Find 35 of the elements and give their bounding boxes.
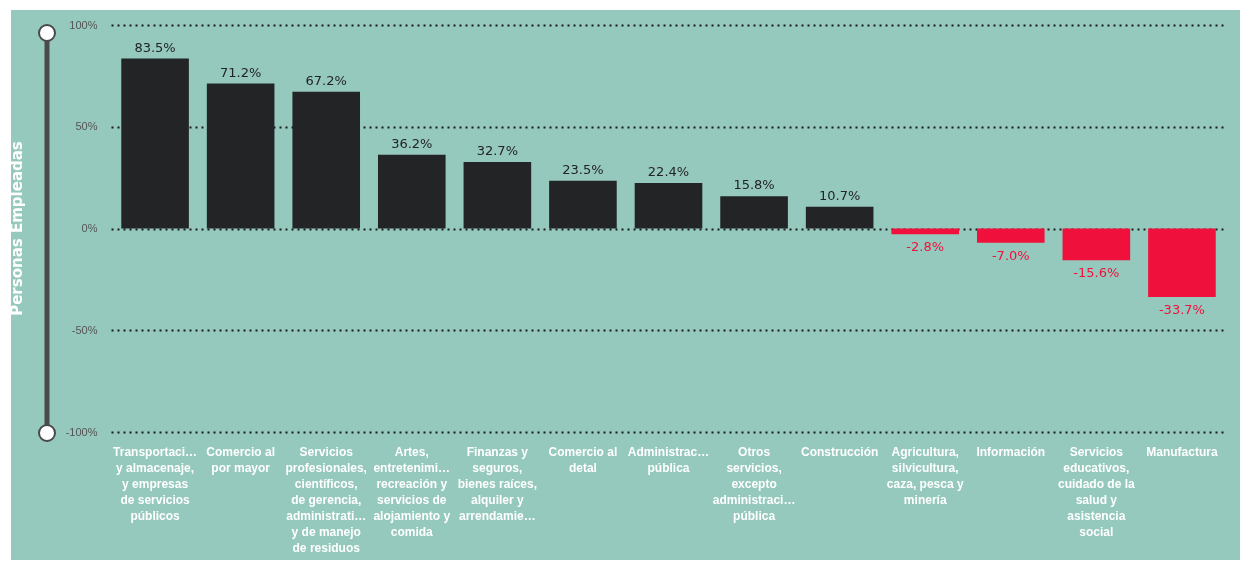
- x-tick-label: Servicios profesionales, científicos, de gerencia, administrati… y de manejo de residuos: [285, 444, 367, 555]
- x-tick-label: Otros servicios, excepto administraci… pública: [712, 444, 796, 523]
- data-label: 15.8%: [733, 177, 775, 193]
- y-axis-title: Personas Empleadas: [7, 141, 26, 316]
- y-tick-label: -100%: [65, 425, 98, 438]
- bar: [1148, 228, 1216, 298]
- x-tick-label: Información: [976, 444, 1046, 459]
- y-tick-label: 100%: [69, 18, 98, 31]
- x-tick-label: Transportaci… y almacenaje, y empresas de servicios públicos: [113, 444, 198, 523]
- x-tick-label: Comercio al por mayor: [206, 444, 275, 475]
- data-label: 23.5%: [562, 161, 604, 177]
- data-label: 67.2%: [305, 72, 347, 88]
- x-tick-label: Administrac… pública: [627, 444, 710, 475]
- y-tick-label: 50%: [75, 120, 98, 133]
- bar: [976, 228, 1045, 243]
- y-tick-label: -50%: [71, 323, 98, 336]
- data-label: 83.5%: [134, 39, 176, 55]
- data-label: 22.4%: [647, 163, 690, 179]
- data-label: -15.6%: [1073, 265, 1120, 281]
- data-label: -33.7%: [1158, 302, 1205, 318]
- data-label: 36.2%: [391, 135, 433, 151]
- data-label: -7.0%: [991, 247, 1030, 263]
- data-label: 71.2%: [219, 64, 262, 80]
- x-tick-label: Agricultura, silvicultura, caza, pesca y minería: [886, 444, 964, 507]
- data-label: 32.7%: [476, 142, 519, 158]
- bar: [1062, 228, 1131, 261]
- x-tick-label: Comercio al detal: [548, 444, 618, 475]
- data-label: 10.7%: [818, 187, 861, 203]
- data-label: -2.8%: [906, 239, 945, 255]
- y-tick-label: 0%: [81, 222, 98, 234]
- x-tick-label: Finanzas y seguros, bienes raíces, alquiler y arrendamie…: [457, 444, 538, 523]
- x-tick-label: Manufactura: [1146, 444, 1218, 459]
- x-tick-label: Artes, entretenimi… recreación y servicios de alojamiento y comida: [373, 444, 451, 539]
- x-tick-label: Servicios educativos, cuidado de la salud y asistencia social: [1058, 444, 1136, 539]
- x-tick-label: Construcción: [800, 444, 879, 459]
